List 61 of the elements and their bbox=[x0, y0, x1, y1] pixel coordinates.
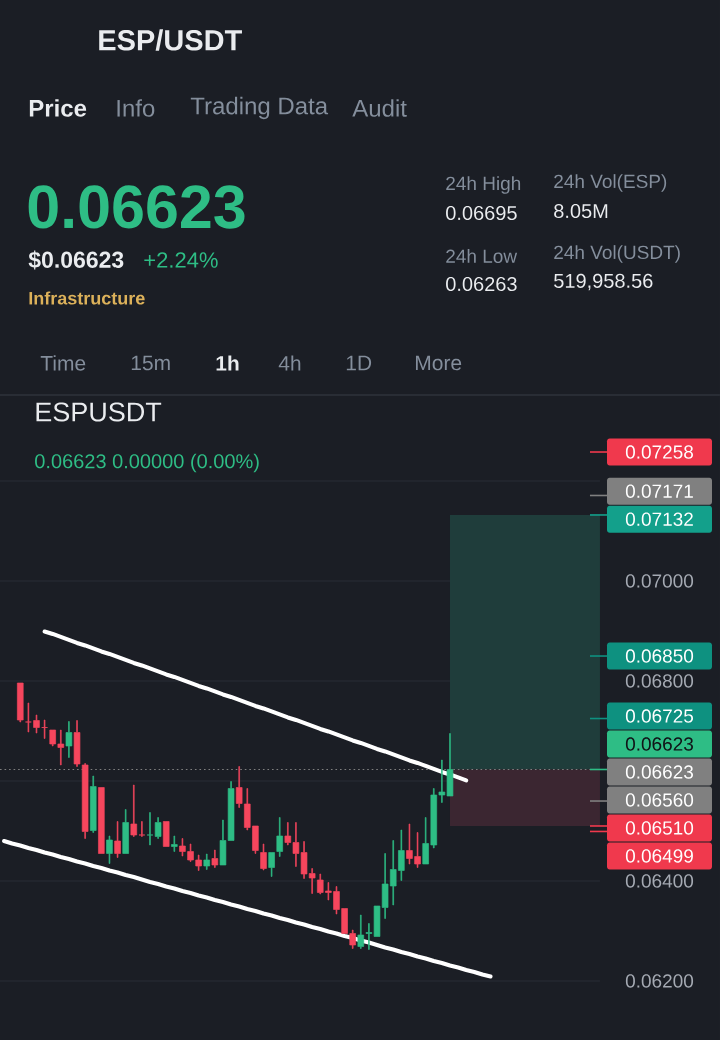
candlestick bbox=[268, 852, 275, 877]
ref-line-label: 0.06725 bbox=[625, 709, 694, 723]
ref-line-label: 0.06623 bbox=[625, 765, 694, 779]
candlestick bbox=[211, 849, 219, 868]
ref-line-label: 0.07258 bbox=[625, 445, 694, 459]
ref-line-label: 0.06510 bbox=[625, 821, 694, 835]
candlestick bbox=[260, 843, 267, 871]
candlestick bbox=[357, 914, 365, 949]
text: 8.05M bbox=[554, 203, 608, 219]
text: ESP/USDT bbox=[99, 29, 242, 51]
candlestick bbox=[17, 682, 24, 723]
text: Info bbox=[117, 99, 155, 117]
candlestick bbox=[203, 853, 211, 870]
candlestick bbox=[122, 809, 129, 854]
text: 0.06623 0.00000 (0.00%) bbox=[35, 453, 259, 473]
ref-line-label: 0.07132 bbox=[625, 512, 693, 526]
y-tick-label: 0.06400 bbox=[625, 874, 694, 888]
candlestick bbox=[25, 702, 32, 733]
text: $0.06623 bbox=[28, 250, 124, 270]
candlestick bbox=[171, 835, 178, 852]
candlestick bbox=[162, 821, 170, 847]
ref-line-label: 0.06623 bbox=[625, 737, 694, 751]
text: 1D bbox=[346, 355, 372, 371]
text: 0.06623 bbox=[28, 185, 245, 229]
candlestick bbox=[276, 817, 283, 857]
text: 15m bbox=[131, 355, 170, 371]
text: Infrastructure bbox=[29, 291, 145, 305]
text: Price bbox=[29, 99, 87, 117]
ref-line-label: 0.06850 bbox=[625, 649, 694, 663]
text: 24h High bbox=[446, 176, 521, 194]
text: 24h Low bbox=[446, 249, 518, 263]
candlestick bbox=[89, 775, 97, 833]
text: 4h bbox=[278, 355, 301, 371]
candlestick bbox=[33, 714, 40, 734]
ref-line-label: 0.06499 bbox=[625, 849, 693, 863]
text: 519,958.56 bbox=[554, 273, 653, 291]
text: Audit bbox=[352, 99, 407, 117]
y-tick-label: 0.06200 bbox=[625, 974, 694, 988]
y-tick-label: 0.06800 bbox=[625, 674, 694, 688]
candlestick bbox=[106, 835, 113, 864]
text: 1h bbox=[216, 355, 239, 371]
candlestick bbox=[114, 821, 121, 858]
text: Time bbox=[40, 355, 86, 371]
text: 24h Vol(USDT) bbox=[554, 245, 680, 263]
chart-title: ESPUSDT bbox=[36, 402, 162, 422]
ref-line-label: 0.06560 bbox=[625, 793, 694, 807]
text: 0.06695 bbox=[446, 205, 517, 221]
candlestick bbox=[146, 812, 154, 846]
candlestick bbox=[154, 817, 162, 839]
candlestick bbox=[138, 821, 146, 837]
ref-line-label: 0.07171 bbox=[625, 484, 693, 498]
candlestick bbox=[65, 721, 73, 758]
y-tick-label: 0.07000 bbox=[625, 574, 694, 588]
text: 0.06263 bbox=[446, 276, 517, 292]
text: +2.24% bbox=[144, 252, 218, 268]
candlestick bbox=[130, 784, 138, 837]
text: More bbox=[415, 355, 462, 371]
text: 24h Vol(ESP) bbox=[554, 174, 667, 192]
candlestick bbox=[41, 719, 48, 739]
text: Trading Data bbox=[190, 96, 329, 120]
candlestick bbox=[98, 787, 105, 854]
